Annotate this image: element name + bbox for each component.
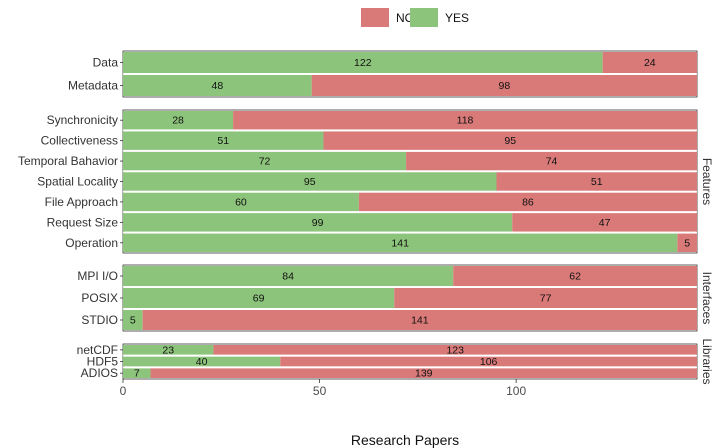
data-label-no-adios: 139: [415, 368, 433, 380]
data-label-no-temporal-bahavior: 74: [546, 156, 558, 168]
data-label-yes-metadata: 48: [212, 80, 224, 92]
y-tick-label-data: Data: [93, 56, 119, 70]
y-tick-label-spatial-locality: Spatial Locality: [37, 175, 118, 189]
x-tick-label-100: 100: [506, 384, 526, 398]
data-label-yes-operation: 141: [391, 237, 409, 249]
data-label-no-netcdf: 123: [446, 344, 464, 356]
data-label-no-metadata: 98: [499, 80, 511, 92]
data-label-no-operation: 5: [684, 237, 690, 249]
data-label-yes-adios: 7: [134, 368, 140, 380]
y-tick-label-collectiveness: Collectiveness: [41, 134, 118, 148]
data-label-yes-temporal-bahavior: 72: [259, 156, 271, 168]
data-label-no-stdio: 141: [411, 315, 429, 327]
data-label-yes-collectiveness: 51: [217, 135, 229, 147]
data-label-yes-file-approach: 60: [235, 196, 247, 208]
data-label-no-mpi-i-o: 62: [569, 271, 581, 283]
data-label-yes-request-size: 99: [312, 217, 324, 229]
data-label-yes-netcdf: 23: [162, 344, 174, 356]
data-label-yes-data: 122: [354, 57, 372, 69]
y-tick-label-mpi-i-o: MPI I/O: [77, 269, 118, 283]
data-label-yes-hdf5: 40: [196, 356, 208, 368]
y-tick-label-stdio: STDIO: [81, 313, 118, 327]
data-label-yes-posix: 69: [253, 293, 265, 305]
data-label-no-collectiveness: 95: [504, 135, 516, 147]
y-tick-label-file-approach: File Approach: [45, 195, 118, 209]
y-tick-label-posix: POSIX: [81, 291, 118, 305]
data-label-yes-spatial-locality: 95: [304, 176, 316, 188]
data-label-no-file-approach: 86: [522, 196, 534, 208]
x-tick-label-0: 0: [120, 384, 127, 398]
data-label-yes-mpi-i-o: 84: [282, 271, 294, 283]
y-tick-label-synchronicity: Synchronicity: [47, 113, 118, 127]
facet-label-interfaces: Interfaces: [700, 272, 712, 325]
y-tick-label-request-size: Request Size: [47, 215, 119, 229]
data-label-no-hdf5: 106: [480, 356, 498, 368]
y-tick-label-metadata: Metadata: [68, 79, 118, 93]
data-label-no-synchronicity: 118: [457, 115, 474, 127]
data-label-no-spatial-locality: 51: [591, 176, 603, 188]
data-label-no-posix: 77: [540, 293, 552, 305]
x-axis-title: Research Papers: [351, 432, 459, 448]
y-tick-label-adios: ADIOS: [81, 366, 118, 380]
facet-label-features: Features: [700, 158, 712, 205]
x-tick-label-50: 50: [313, 384, 327, 398]
data-label-no-request-size: 47: [599, 217, 611, 229]
y-tick-label-temporal-bahavior: Temporal Bahavior: [18, 154, 118, 168]
data-label-yes-stdio: 5: [130, 315, 136, 327]
facet-label-libraries: Libraries: [700, 338, 712, 384]
data-label-yes-synchronicity: 28: [172, 115, 184, 127]
data-label-no-data: 24: [644, 57, 656, 69]
y-tick-label-operation: Operation: [65, 236, 118, 250]
